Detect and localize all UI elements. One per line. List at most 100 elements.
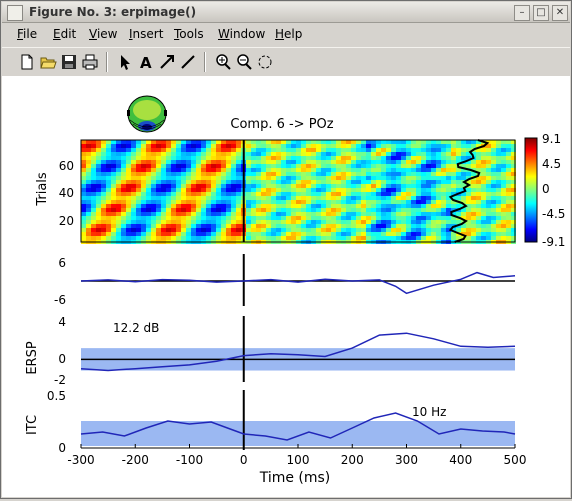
menu-file[interactable]: File [17,27,38,41]
title-bar[interactable]: Figure No. 3: erpimage() – □ ✕ [2,2,570,23]
heatmap-cell [276,228,281,232]
select-arrow-icon[interactable] [116,53,134,71]
heatmap-cell [386,184,391,188]
maximize-button[interactable]: □ [533,5,549,21]
heatmap-cell [176,172,181,176]
menu-help[interactable]: Help [275,27,303,41]
menu-view[interactable]: View [89,27,118,41]
heatmap-cell [281,220,286,224]
heatmap-cell [131,216,136,220]
heatmap-cell [396,160,401,164]
menu-window[interactable]: Window [218,27,266,41]
heatmap-cell [191,188,196,192]
menu-edit[interactable]: Edit [53,27,77,41]
close-button[interactable]: ✕ [552,5,568,21]
heatmap-cell [281,164,286,168]
heatmap-cell [266,144,271,148]
heatmap-cell [86,200,91,204]
menu-insert[interactable]: Insert [129,27,164,41]
heatmap-cell [141,188,146,192]
heatmap-cell [401,188,406,192]
rotate-icon[interactable] [256,53,274,71]
heatmap-cell [126,200,131,204]
heatmap-cell [266,188,271,192]
heatmap-cell [511,228,516,232]
heatmap-cell [506,152,511,156]
new-file-icon[interactable] [18,53,36,71]
ersp-trace [80,332,516,372]
heatmap-cell [196,180,201,184]
heatmap-cell [121,220,126,224]
heatmap-cell [111,228,116,232]
heatmap-cell [501,164,506,168]
heatmap-cell [496,228,501,232]
heatmap-cell [376,228,381,232]
heatmap-cell [181,184,186,188]
heatmap-cell [301,180,306,184]
heatmap-cell [411,172,416,176]
arrow-icon[interactable] [158,53,176,71]
heatmap-cell [476,236,481,240]
heatmap-cell [341,140,346,144]
open-folder-icon[interactable] [39,53,57,71]
heatmap-cell [266,152,271,156]
heatmap-cell [421,148,426,152]
minimize-button[interactable]: – [514,5,530,21]
heatmap-cell [151,204,156,208]
heatmap-cell [466,180,471,184]
zoom-in-icon[interactable] [214,53,232,71]
heatmap-cell [176,224,181,228]
heatmap-cell [186,180,191,184]
heatmap-cell [466,188,471,192]
heatmap-cell [436,172,441,176]
heatmap-cell [431,228,436,232]
heatmap-cell [91,172,96,176]
heatmap-cell [306,168,311,172]
zoom-out-icon[interactable] [235,53,253,71]
heatmap-cell [371,152,376,156]
heatmap-cell [261,232,266,236]
heatmap-cell [401,220,406,224]
heatmap-cell [251,216,256,220]
heatmap-cell [141,156,146,160]
heatmap-cell [346,164,351,168]
heatmap-cell [141,164,146,168]
heatmap-cell [86,208,91,212]
heatmap-cell [136,232,141,236]
heatmap-cell [196,172,201,176]
heatmap-cell [456,204,461,208]
heatmap-cell [276,156,281,160]
heatmap-cell [296,168,301,172]
heatmap-cell [421,216,426,220]
heatmap-cell [126,156,131,160]
heatmap-cell [476,212,481,216]
heatmap-cell [341,164,346,168]
menu-tools[interactable]: Tools [174,27,204,41]
heatmap-cell [301,212,306,216]
heatmap-cell [171,168,176,172]
heatmap-cell [286,164,291,168]
erp-ytick: 6 [58,256,66,270]
heatmap-cell [431,188,436,192]
text-icon[interactable]: A [137,53,155,71]
heatmap-cell [351,212,356,216]
print-icon[interactable] [81,53,99,71]
image-ytick: 40 [59,186,74,200]
heatmap-cell [256,228,261,232]
heatmap-cell [401,152,406,156]
heatmap-cell [151,156,156,160]
heatmap-cell [476,160,481,164]
heatmap-cell [326,168,331,172]
heatmap-cell [266,208,271,212]
heatmap-cell [171,160,176,164]
save-icon[interactable] [60,53,78,71]
heatmap-cell [341,212,346,216]
heatmap-cell [176,176,181,180]
heatmap-cell [321,160,326,164]
heatmap-cell [501,232,506,236]
heatmap-cell [401,192,406,196]
heatmap-cell [131,212,136,216]
line-icon[interactable] [179,53,197,71]
heatmap-cell [86,180,91,184]
heatmap-cell [171,208,176,212]
